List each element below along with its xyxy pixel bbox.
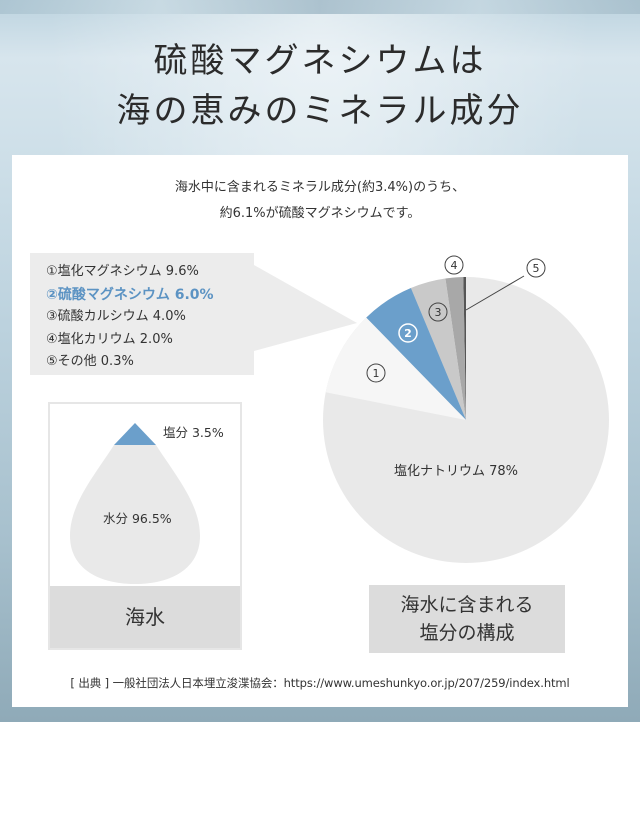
water-body-segment [70, 445, 200, 584]
water-label: 水分 96.5% [103, 511, 172, 526]
pie-legend: ①塩化マグネシウム 9.6% ②硫酸マグネシウム 6.0% ③硫酸カルシウム 4… [30, 253, 254, 375]
intro-line-1: 海水中に含まれるミネラル成分(約3.4%)のうち、 [174, 180, 466, 195]
pie-slice-potassium-chloride [445, 277, 466, 420]
page-title: 硫酸マグネシウムは 海の恵みのミネラル成分 [0, 36, 640, 136]
source-citation: [ 出典 ] 一般社団法人日本埋立浚渫協会：https://www.umeshu… [70, 676, 570, 690]
salt-composition-pie: 1 2 3 4 5 [323, 255, 609, 563]
marker-3: 3 [435, 306, 442, 319]
pie-caption: 海水に含まれる 塩分の構成 [369, 585, 565, 653]
infographic-card: 海水中に含まれるミネラル成分(約3.4%)のうち、 約6.1%が硫酸マグネシウム… [12, 155, 628, 707]
pie-slice-magnesium-sulfate [366, 288, 466, 420]
intro-text: 海水中に含まれるミネラル成分(約3.4%)のうち、 約6.1%が硫酸マグネシウム… [12, 175, 628, 227]
salt-label: 塩分 3.5% [163, 425, 224, 440]
water-drop-chart [70, 423, 200, 584]
legend-item-potassium-chloride: ④塩化カリウム 2.0% [46, 331, 173, 347]
seawater-caption: 海水 [50, 586, 240, 648]
marker-1: 1 [373, 367, 380, 380]
marker-5: 5 [533, 262, 540, 275]
salt-tip-segment [114, 423, 156, 445]
legend-item-other: ⑤その他 0.3% [46, 354, 134, 369]
marker-2: 2 [404, 327, 412, 340]
title-line-2: 海の恵みのミネラル成分 [116, 91, 524, 131]
legend-item-calcium-sulfate: ③硫酸カルシウム 4.0% [46, 309, 186, 324]
intro-line-2: 約6.1%が硫酸マグネシウムです。 [219, 206, 421, 221]
pie-caption-line-1: 海水に含まれる [400, 594, 534, 616]
seawater-panel: 塩分 3.5% 水分 96.5% 海水 [48, 402, 242, 650]
legend-item-magnesium-chloride: ①塩化マグネシウム 9.6% [46, 264, 199, 279]
pie-main-label: 塩化ナトリウム 78% [394, 464, 519, 479]
title-line-1: 硫酸マグネシウムは [153, 41, 487, 81]
pie-slice-calcium-sulfate [410, 278, 466, 420]
pie-caption-line-2: 塩分の構成 [419, 622, 515, 644]
marker-4: 4 [451, 259, 458, 272]
pie-slice-magnesium-chloride [325, 317, 466, 420]
legend-item-magnesium-sulfate: ②硫酸マグネシウム 6.0% [46, 286, 214, 303]
other-leader-line [465, 275, 525, 311]
pie-slice-other [463, 276, 466, 420]
